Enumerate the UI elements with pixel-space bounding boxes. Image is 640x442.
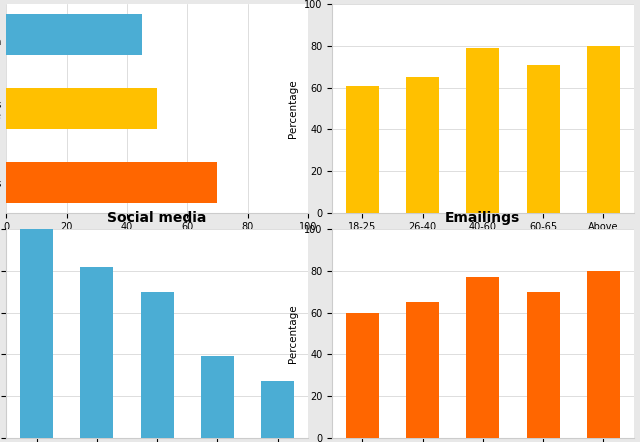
Bar [406, 77, 439, 213]
Title: Social media: Social media [108, 211, 207, 225]
Bar [406, 302, 439, 438]
Bar [6, 14, 142, 55]
Bar [201, 356, 234, 438]
Legend: Emailings, Payings bills online, Social media: Emailings, Payings bills online, Social … [39, 251, 275, 267]
Bar [20, 229, 53, 438]
Y-axis label: Percentage: Percentage [289, 304, 298, 363]
Bar [346, 312, 379, 438]
Bar [467, 48, 499, 213]
Y-axis label: Percentage: Percentage [289, 79, 298, 138]
Bar [81, 267, 113, 438]
Title: Emailings: Emailings [445, 211, 520, 225]
Bar [527, 65, 559, 213]
Bar [587, 46, 620, 213]
Bar [6, 88, 157, 129]
X-axis label: Age: Age [473, 238, 493, 248]
Bar [527, 292, 559, 438]
Bar [261, 381, 294, 438]
Bar [141, 292, 173, 438]
Bar [346, 86, 379, 213]
Bar [467, 277, 499, 438]
Bar [6, 162, 218, 203]
Bar [587, 271, 620, 438]
